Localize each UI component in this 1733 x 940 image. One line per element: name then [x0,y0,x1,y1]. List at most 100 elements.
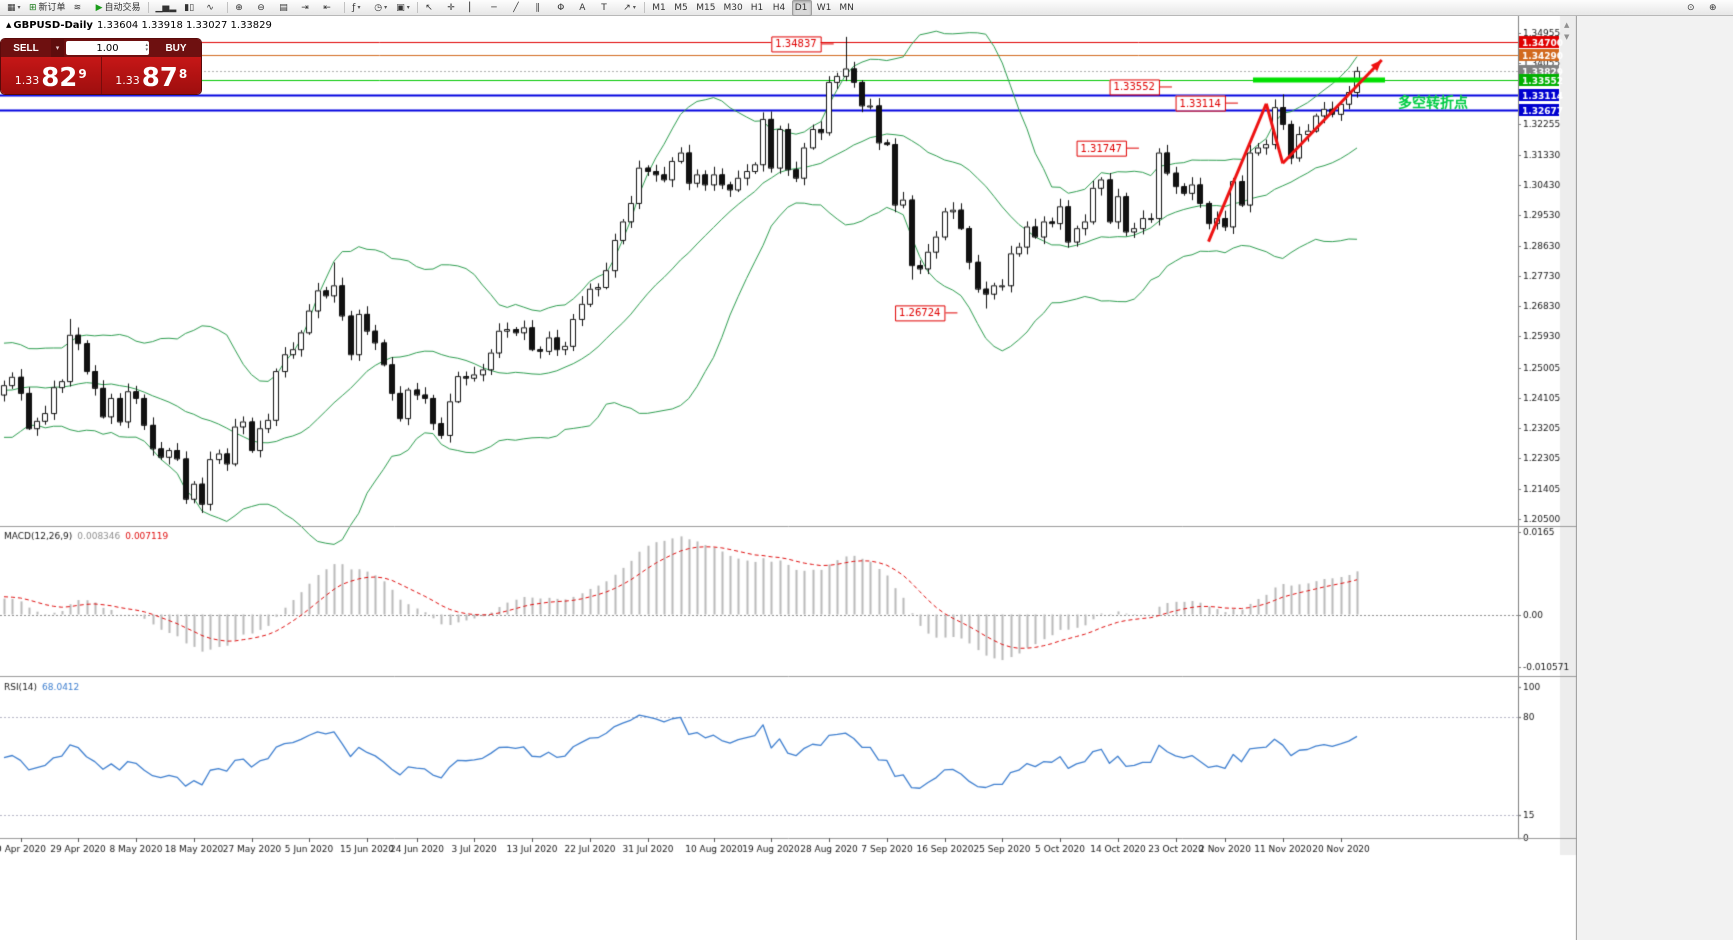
timeframe-m5[interactable]: M5 [671,0,691,16]
timeframe-m15-label: M15 [696,2,716,13]
chart-canvas[interactable] [0,16,1577,940]
chart-shift-icon: ⇤ [323,2,331,13]
volume-spinner[interactable]: ▴ ▾ [145,41,148,55]
cursor-icon[interactable]: ↖ [422,0,442,16]
text-icon[interactable]: A [576,0,596,16]
chart-shift-icon[interactable]: ⇤ [320,0,340,16]
zoom-out-icon: ⊖ [257,2,265,13]
caret-down-icon: ▾ [384,3,388,11]
line-chart-icon: ∿ [206,2,214,13]
order-type-caret-icon[interactable]: ▾ [51,39,64,57]
symbol-marker-icon: ▲ [6,21,12,29]
templates-icon: ▣ [396,2,405,13]
timeframe-mn[interactable]: MN [836,0,857,16]
autotrading-button[interactable]: ▶ 自动交易 [93,0,144,16]
periods-icon: ◷ [374,2,383,13]
bar-chart-icon: ▁▅▂ [155,2,177,13]
scroll-up-icon[interactable]: ▲ [1564,21,1570,29]
auto-scroll-icon[interactable]: ⇥ [298,0,318,16]
trendline-icon[interactable]: ╱ [510,0,530,16]
spin-down-icon[interactable]: ▾ [145,47,148,53]
text-icon: A [579,2,586,13]
crosshair-icon: ✛ [447,2,455,13]
timeframe-m1-label: M1 [652,2,666,13]
toolbar-separator [644,2,646,13]
timeframe-h1[interactable]: H1 [748,0,768,16]
bar-chart-icon[interactable]: ▁▅▂ [153,0,180,16]
timeframe-h1-label: H1 [750,2,764,13]
buy-button[interactable]: BUY [151,39,201,57]
timeframe-m1[interactable]: M1 [649,0,669,16]
tile-windows-icon[interactable]: ▤ [276,0,296,16]
autotrading-button: ▶ [95,2,103,13]
spin-up-icon[interactable]: ▴ [145,42,148,48]
sell-price-big: 82 [41,63,78,93]
timeframe-h4-label: H4 [772,2,786,13]
trendline-icon: ╱ [513,2,519,13]
timeframe-m5-label: M5 [674,2,688,13]
market-depth-icon: ≋ [73,2,82,13]
new-order-button[interactable]: ⊞ 新订单 [26,0,69,16]
sell-button[interactable]: SELL [1,39,51,57]
arrows-icon[interactable]: ↗ ▾ [620,0,640,16]
timeframe-w1[interactable]: W1 [814,0,835,16]
chart-ohlc-info: ▲ GBPUSD-Daily 1.33604 1.33918 1.33027 1.3… [6,20,272,31]
buy-price[interactable]: 1.33 87 8 [102,57,202,94]
zoom-tool-icon[interactable]: ⊕ [1709,3,1717,13]
new-order-button: ⊞ [29,2,37,13]
timeframe-m30[interactable]: M30 [720,0,745,16]
toolbar-separator [417,2,419,13]
tile-windows-icon: ▤ [279,2,288,13]
market-depth-icon[interactable]: ≋ [71,0,91,16]
scroll-down-icon[interactable]: ▼ [1564,33,1570,41]
channel-icon: ∥ [535,2,540,13]
indicators-icon[interactable]: ƒ ▾ [349,0,369,16]
timeframe-d1[interactable]: D1 [791,0,812,16]
label-icon: T [601,2,607,13]
candlestick-chart-icon: ▮▯ [184,2,195,13]
volume-input[interactable] [66,42,149,54]
sell-price-sup: 9 [78,67,87,81]
auto-scroll-icon: ⇥ [301,2,309,13]
sell-price[interactable]: 1.33 82 9 [1,57,101,94]
timeframe-m30-label: M30 [723,2,743,13]
buy-price-prefix: 1.33 [115,74,140,87]
volume-field: ▴▾ [66,41,149,55]
horizontal-line-icon[interactable]: ─ [488,0,508,16]
label-icon[interactable]: T [598,0,618,16]
chart-window-icon[interactable]: ▦ ▾ [4,0,24,16]
toolbar-right-group: ⊙ ⊕ [1683,0,1727,16]
timeframe-mn-label: MN [839,2,854,13]
zoom-out-icon[interactable]: ⊖ [254,0,274,16]
templates-icon[interactable]: ▣ ▾ [393,0,413,16]
buy-price-sup: 8 [178,67,188,81]
fibonacci-icon[interactable]: Φ [554,0,574,16]
crosshair-icon[interactable]: ✛ [444,0,464,16]
one-click-header: SELL ▾ ▴▾ BUY [1,39,201,57]
timeframe-m15[interactable]: M15 [693,0,718,16]
fibonacci-icon: Φ [557,2,565,13]
vertical-line-icon[interactable]: ▏ [466,0,486,16]
one-click-prices: 1.33 82 9 1.33 87 8 [1,57,201,94]
channel-icon[interactable]: ∥ [532,0,552,16]
horizontal-line-icon: ─ [491,2,497,13]
search-icon[interactable]: ⊙ [1687,3,1695,13]
vertical-line-icon: ▏ [469,2,477,13]
caret-down-icon: ▾ [17,3,21,11]
periods-icon[interactable]: ◷ ▾ [371,0,391,16]
cursor-icon: ↖ [425,2,433,13]
ohlc-values: 1.33604 1.33918 1.33027 1.33829 [96,20,272,31]
toolbar-separator [147,2,149,13]
caret-down-icon: ▾ [406,3,410,11]
line-chart-icon[interactable]: ∿ [203,0,223,16]
caret-down-icon: ▾ [632,3,636,11]
indicators-icon: ƒ [352,2,356,13]
sell-price-prefix: 1.33 [14,74,40,87]
timeframe-h4[interactable]: H4 [770,0,790,16]
zoom-in-icon[interactable]: ⊕ [232,0,252,16]
caret-down-icon: ▾ [357,3,361,11]
candlestick-chart-icon[interactable]: ▮▯ [181,0,201,16]
toolbar-separator [344,2,346,13]
